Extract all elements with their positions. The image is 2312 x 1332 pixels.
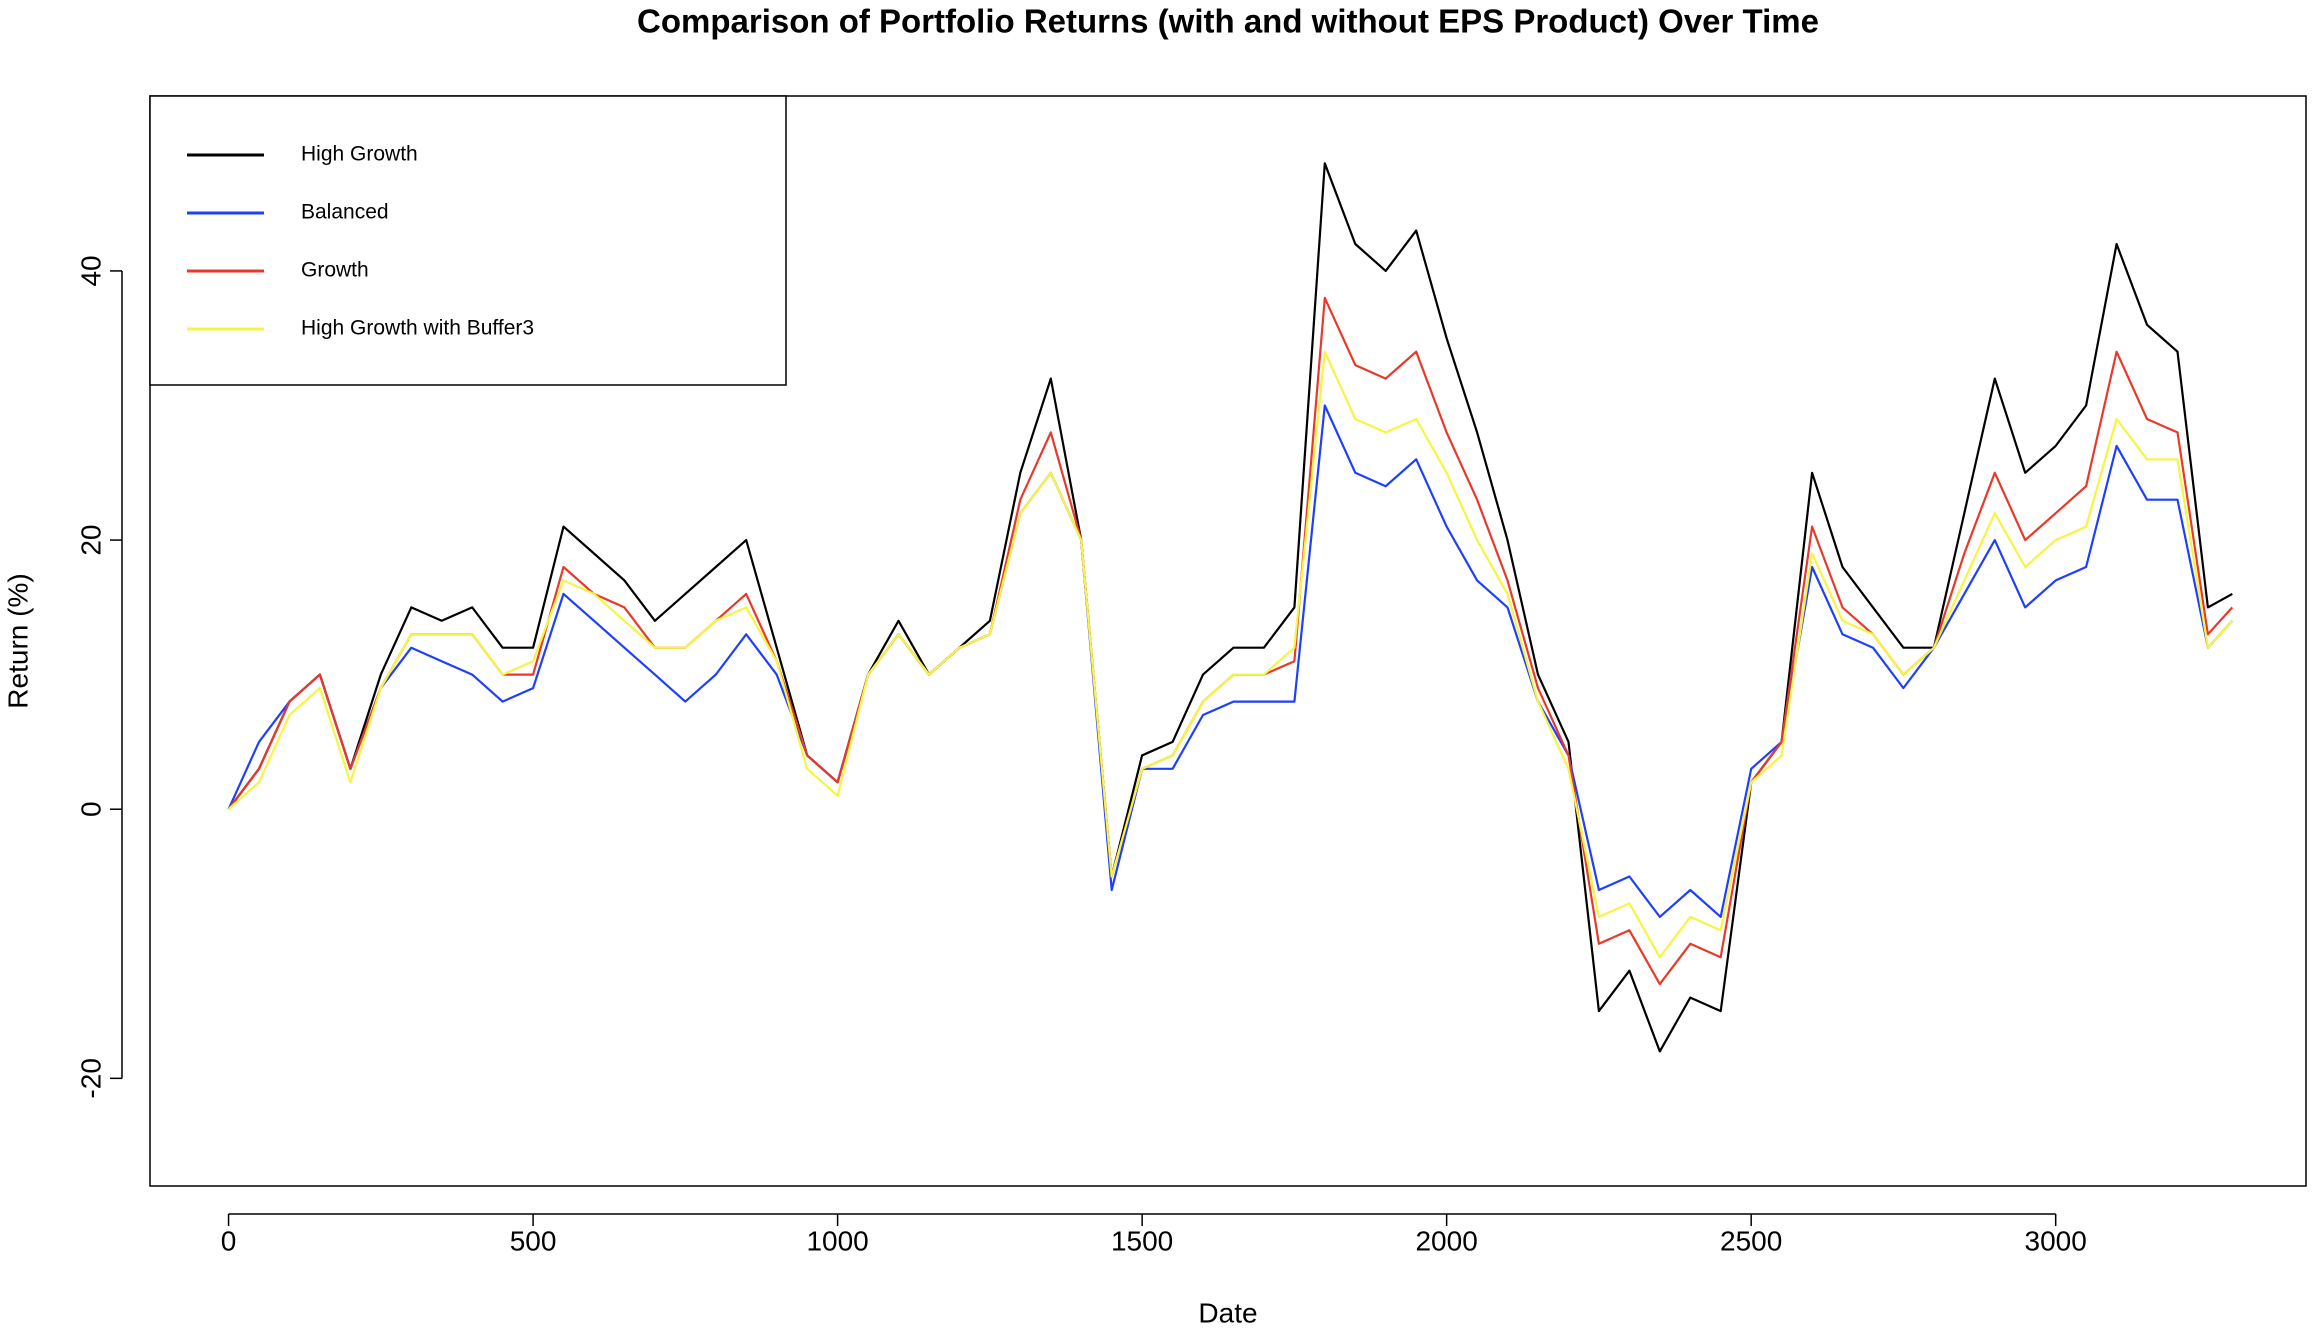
y-tick-label: -20 xyxy=(75,1058,106,1098)
series-line xyxy=(227,162,2233,1053)
chart-title: Comparison of Portfolio Returns (with an… xyxy=(637,3,1819,40)
legend-label: Growth xyxy=(301,259,369,282)
legend-label: Balanced xyxy=(301,201,389,224)
x-tick-label: 2500 xyxy=(1720,1225,1782,1256)
x-tick-label: 1000 xyxy=(806,1225,868,1256)
legend-box xyxy=(149,95,787,386)
y-tick-label: 0 xyxy=(75,801,106,817)
y-tick-label: 20 xyxy=(75,524,106,555)
y-axis-label: Return (%) xyxy=(2,573,33,708)
y-tick-label: 40 xyxy=(75,255,106,286)
x-tick-label: 500 xyxy=(510,1225,557,1256)
x-tick-label: 1500 xyxy=(1111,1225,1173,1256)
plot-frame xyxy=(149,95,2307,1187)
x-tick-label: 0 xyxy=(221,1225,237,1256)
x-tick-label: 2000 xyxy=(1415,1225,1477,1256)
x-tick-label: 3000 xyxy=(2025,1225,2087,1256)
series-line xyxy=(227,296,2234,986)
x-axis-label: Date xyxy=(1198,1297,1257,1328)
legend-label: High Growth with Buffer3 xyxy=(301,317,534,340)
legend-label: High Growth xyxy=(301,143,418,166)
series-line xyxy=(227,350,2234,959)
series-line xyxy=(227,404,2234,918)
